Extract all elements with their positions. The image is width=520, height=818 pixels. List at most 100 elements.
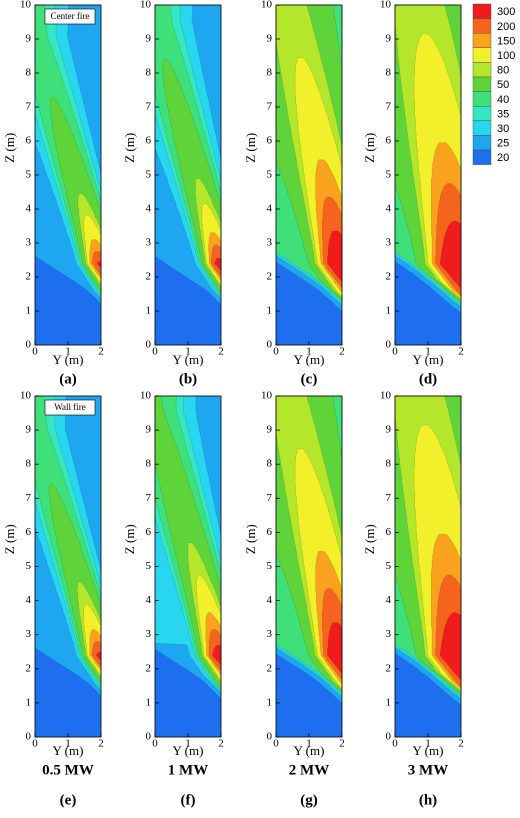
y-tick-label: 8: [146, 458, 152, 470]
y-tick-label: 10: [380, 390, 392, 402]
y-tick-label: 9: [386, 424, 392, 436]
y-axis-label: Z (m): [122, 524, 137, 554]
y-tick-label: 4: [146, 594, 152, 606]
y-tick-label: 9: [267, 424, 273, 436]
y-tick-label: 7: [146, 101, 152, 113]
y-tick-label: 6: [386, 135, 392, 147]
subtitle: 1 MW: [168, 762, 208, 778]
y-tick-label: 1: [386, 696, 392, 708]
y-tick-label: 7: [26, 101, 32, 113]
y-tick-label: 5: [26, 169, 32, 181]
annotation: Wall fire: [54, 402, 86, 412]
colorbar-swatch: [472, 18, 492, 34]
y-tick-label: 4: [26, 594, 32, 606]
y-tick-label: 0: [146, 339, 152, 351]
x-tick-label: 1: [185, 346, 191, 358]
y-tick-label: 5: [146, 560, 152, 572]
colorbar-swatch: [472, 149, 492, 165]
x-tick-label: 0: [32, 346, 38, 358]
y-tick-label: 0: [267, 731, 273, 743]
colorbar-label: 80: [497, 65, 509, 77]
y-tick-label: 4: [386, 594, 392, 606]
y-tick-label: 6: [267, 526, 273, 538]
y-tick-label: 4: [146, 203, 152, 215]
colorbar-label: 200: [497, 21, 515, 33]
y-tick-label: 10: [261, 0, 273, 11]
y-tick-label: 2: [146, 271, 152, 283]
y-tick-label: 2: [26, 271, 32, 283]
x-axis-label: Y (m): [53, 352, 84, 367]
x-tick-label: 2: [98, 346, 104, 358]
colorbar-label: 20: [497, 152, 509, 164]
y-tick-label: 4: [267, 594, 273, 606]
y-tick-label: 6: [26, 135, 32, 147]
colorbar-label: 100: [497, 50, 515, 62]
subtitle: 0.5 MW: [42, 762, 94, 778]
colorbar-label: 25: [497, 138, 509, 150]
y-tick-label: 9: [386, 33, 392, 45]
y-tick-label: 3: [267, 237, 273, 249]
y-tick-label: 0: [146, 731, 152, 743]
y-tick-label: 3: [26, 628, 32, 640]
colorbar-swatch: [472, 3, 492, 19]
y-tick-label: 10: [380, 0, 392, 11]
y-tick-label: 7: [146, 492, 152, 504]
y-tick-label: 8: [26, 67, 32, 79]
subtitle: 2 MW: [289, 762, 329, 778]
y-tick-label: 3: [26, 237, 32, 249]
y-tick-label: 1: [26, 305, 32, 317]
panel: 0 1 2 3 4 5 6 7 8 9 10 0 1 2 Y (m) Z (m) 1 MW (f): [122, 390, 224, 809]
x-tick-label: 1: [425, 738, 431, 750]
y-tick-label: 9: [267, 33, 273, 45]
y-tick-label: 8: [386, 458, 392, 470]
annotation-box: [44, 8, 96, 25]
y-tick-label: 8: [267, 67, 273, 79]
panel-label: (b): [179, 371, 197, 387]
x-tick-label: 1: [185, 738, 191, 750]
colorbar-label: 300: [497, 6, 515, 18]
y-tick-label: 10: [261, 390, 273, 402]
y-tick-label: 8: [26, 458, 32, 470]
y-tick-label: 0: [386, 731, 392, 743]
y-tick-label: 7: [386, 492, 392, 504]
x-tick-label: 2: [218, 346, 224, 358]
colorbar-label: 40: [497, 94, 509, 106]
panel-label: (a): [59, 371, 77, 387]
y-tick-label: 2: [146, 662, 152, 674]
colorbar-swatch: [472, 33, 492, 49]
x-axis-label: Y (m): [413, 743, 444, 758]
y-axis-label: Z (m): [362, 524, 377, 554]
x-tick-label: 0: [32, 738, 38, 750]
y-tick-label: 2: [386, 662, 392, 674]
y-tick-label: 6: [146, 526, 152, 538]
colorbar-label: 50: [497, 79, 509, 91]
colorbar-label: 35: [497, 108, 509, 120]
panel: 0 1 2 3 4 5 6 7 8 9 10 0 1 2 Y (m) Z (m) Wall fire 0.5 MW…: [2, 390, 104, 809]
x-axis-label: Y (m): [173, 352, 204, 367]
y-tick-label: 2: [267, 271, 273, 283]
y-tick-label: 3: [386, 628, 392, 640]
y-tick-label: 6: [386, 526, 392, 538]
x-tick-label: 1: [306, 346, 312, 358]
colorbar-label: 30: [497, 123, 509, 135]
panel-label: (d): [419, 371, 437, 387]
y-tick-label: 3: [386, 237, 392, 249]
y-tick-label: 3: [267, 628, 273, 640]
y-tick-label: 10: [140, 0, 152, 11]
x-tick-label: 0: [273, 738, 279, 750]
panel-label: (f): [181, 792, 196, 808]
colorbar-swatch: [472, 91, 492, 107]
y-axis-label: Z (m): [122, 133, 137, 163]
panel-label: (c): [301, 371, 318, 387]
annotation: Center fire: [51, 11, 90, 21]
y-tick-label: 0: [26, 339, 32, 351]
colorbar-swatch: [472, 120, 492, 136]
x-tick-label: 2: [458, 346, 464, 358]
x-tick-label: 0: [152, 738, 158, 750]
y-tick-label: 6: [267, 135, 273, 147]
y-tick-label: 10: [20, 390, 32, 402]
y-tick-label: 5: [267, 560, 273, 572]
colorbar-label: 150: [497, 35, 515, 47]
y-tick-label: 4: [386, 203, 392, 215]
y-tick-label: 2: [26, 662, 32, 674]
